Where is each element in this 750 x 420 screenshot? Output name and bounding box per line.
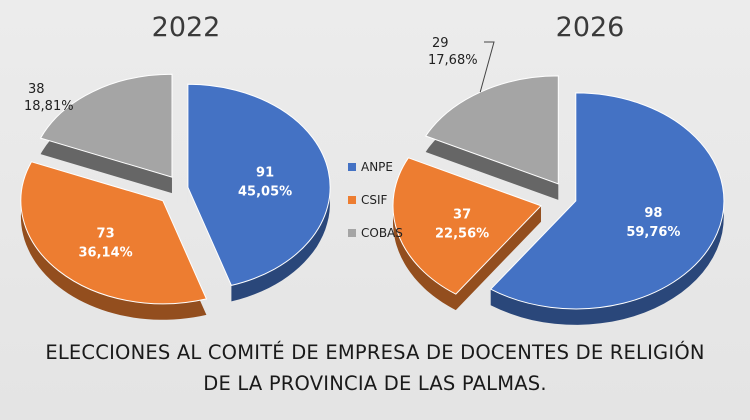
legend-label-cobas: COBAS	[361, 226, 403, 240]
data-label-percent: 18,81%	[24, 99, 74, 114]
slice-cobas	[424, 75, 559, 185]
data-label-value: 98	[644, 206, 662, 221]
data-label-percent: 45,05%	[238, 185, 292, 200]
legend-label-csif: CSIF	[361, 193, 388, 207]
slice-csif	[20, 161, 208, 305]
data-label-percent: 36,14%	[79, 245, 133, 260]
data-label-percent: 17,68%	[428, 53, 478, 68]
data-label-percent: 59,76%	[626, 225, 680, 240]
data-label-value: 29	[432, 36, 449, 51]
slice-side-csif	[20, 161, 207, 320]
chart-caption: ELECCIONES AL COMITÉ DE EMPRESA DE DOCEN…	[0, 337, 750, 399]
legend-swatch-anpe	[348, 163, 356, 171]
caption-line-2: DE LA PROVINCIA DE LAS PALMAS.	[203, 372, 547, 395]
data-label-value: 38	[28, 82, 45, 97]
data-label-value: 73	[97, 226, 115, 241]
legend: ANPE CSIF COBAS	[348, 160, 403, 240]
slice-side-anpe	[490, 92, 724, 325]
data-label-percent: 22,56%	[435, 226, 489, 241]
pie-2022: 2022 91 45,05% 73 36,14% 38 18,81%	[20, 12, 331, 320]
data-label-value: 37	[453, 207, 471, 222]
pie-title: 2022	[152, 12, 221, 43]
slice-anpe	[489, 92, 725, 310]
slice-anpe	[187, 83, 331, 286]
legend-label-anpe: ANPE	[361, 160, 393, 174]
pie-title: 2026	[556, 12, 625, 43]
legend-swatch-cobas	[348, 229, 356, 237]
legend-swatch-csif	[348, 196, 356, 204]
slice-csif	[392, 157, 542, 295]
leader-line	[479, 41, 495, 93]
data-label-value: 91	[256, 166, 274, 181]
caption-line-1: ELECCIONES AL COMITÉ DE EMPRESA DE DOCEN…	[45, 341, 705, 364]
pie-2026: 2026 98 59,76% 37 22,56% 29 17,68%	[392, 12, 725, 325]
slice-cobas	[39, 73, 173, 178]
